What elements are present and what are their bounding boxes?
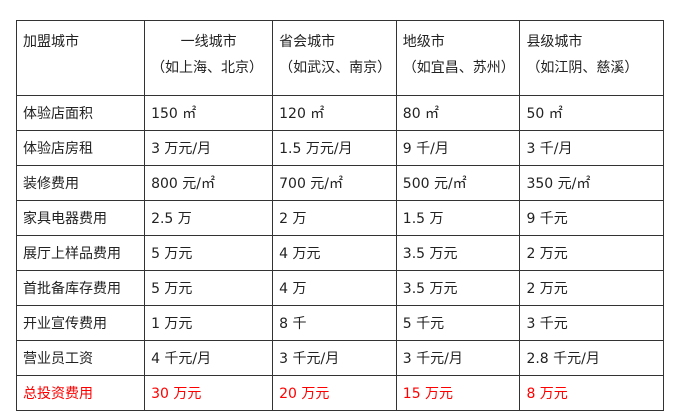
cell: 5 万元 [144,270,274,306]
table-row: 体验店面积 150 ㎡ 120 ㎡ 80 ㎡ 50 ㎡ [15,95,664,131]
franchise-cost-table: 加盟城市 一线城市 （如上海、北京） 省会城市 （如武汉、南京） 地级市 （如宜昌、苏… [15,20,664,411]
cell: 2.5 万 [144,200,274,236]
row-label: 装修费用 [15,165,146,201]
row-label: 展厅上样品费用 [15,235,146,271]
cell: 3 千元/月 [272,340,397,376]
cell: 3 千元 [519,305,664,341]
cell: 120 ㎡ [272,95,397,131]
row-label: 体验店房租 [15,130,146,166]
cell: 500 元/㎡ [395,165,521,201]
header-tier1: 一线城市 （如上海、北京） [144,20,274,96]
cell: 2 万 [272,200,397,236]
header-row: 加盟城市 一线城市 （如上海、北京） 省会城市 （如武汉、南京） 地级市 （如宜昌、苏… [15,20,664,96]
cell: 3.5 万元 [395,235,521,271]
column-title: 一线城市 [180,34,237,50]
cell: 3.5 万元 [395,270,521,306]
cell: 2.8 千元/月 [519,340,664,376]
cell: 3 千/月 [519,130,664,166]
cell: 5 千元 [395,305,521,341]
column-examples: （如上海、北京） [151,60,264,76]
column-examples: （如武汉、南京） [279,60,392,76]
cell: 800 元/㎡ [144,165,274,201]
cell: 1.5 万元/月 [272,130,397,166]
table-row: 体验店房租 3 万元/月 1.5 万元/月 9 千/月 3 千/月 [15,130,664,166]
header-provincial: 省会城市 （如武汉、南京） [272,20,397,96]
table-row: 营业员工资 4 千元/月 3 千元/月 3 千元/月 2.8 千元/月 [15,340,664,376]
cell: 9 千元 [519,200,664,236]
row-label: 体验店面积 [15,95,146,131]
table-row: 首批备库存费用 5 万元 4 万 3.5 万元 2 万元 [15,270,664,306]
cell: 20 万元 [272,375,397,411]
cell: 2 万元 [519,235,664,271]
cell: 150 ㎡ [144,95,274,131]
row-label: 营业员工资 [15,340,146,376]
column-examples: （如宜昌、苏州） [402,60,515,76]
cell: 15 万元 [395,375,521,411]
row-label: 总投资费用 [15,375,146,411]
cell: 5 万元 [144,235,274,271]
column-title: 省会城市 [279,34,336,50]
cell: 3 千元/月 [395,340,521,376]
table-row: 装修费用 800 元/㎡ 700 元/㎡ 500 元/㎡ 350 元/㎡ [15,165,664,201]
cell: 8 万元 [519,375,664,411]
column-title: 县级城市 [526,34,583,50]
cell: 8 千 [272,305,397,341]
cell: 50 ㎡ [519,95,664,131]
cell: 9 千/月 [395,130,521,166]
cell: 30 万元 [144,375,274,411]
total-row: 总投资费用 30 万元 20 万元 15 万元 8 万元 [15,375,664,411]
header-prefecture: 地级市 （如宜昌、苏州） [395,20,521,96]
row-label: 家具电器费用 [15,200,146,236]
column-title: 地级市 [402,34,445,50]
cell: 350 元/㎡ [519,165,664,201]
cell: 3 万元/月 [144,130,274,166]
header-label: 加盟城市 [15,20,146,96]
cell: 4 万元 [272,235,397,271]
row-label: 首批备库存费用 [15,270,146,306]
cell: 1 万元 [144,305,274,341]
cell: 700 元/㎡ [272,165,397,201]
cell: 80 ㎡ [395,95,521,131]
cell: 4 千元/月 [144,340,274,376]
cell: 2 万元 [519,270,664,306]
table-row: 展厅上样品费用 5 万元 4 万元 3.5 万元 2 万元 [15,235,664,271]
row-label: 开业宣传费用 [15,305,146,341]
cell: 1.5 万 [395,200,521,236]
cell: 4 万 [272,270,397,306]
header-county: 县级城市 （如江阴、慈溪） [519,20,664,96]
column-examples: （如江阴、慈溪） [526,60,639,76]
